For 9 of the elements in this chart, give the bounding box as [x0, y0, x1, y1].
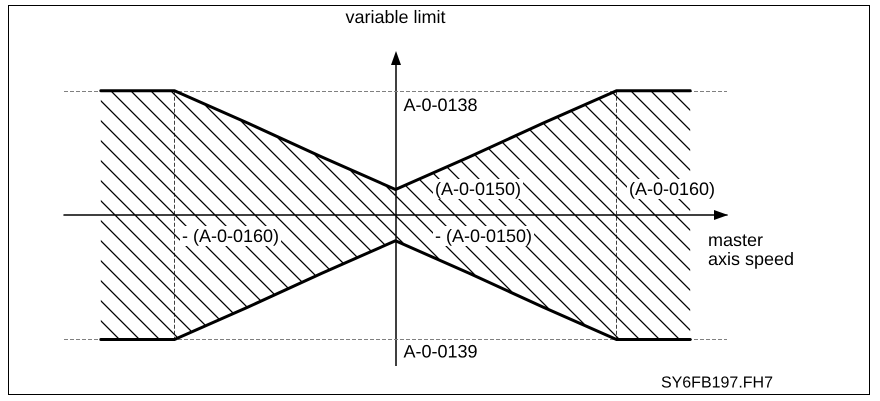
ref-line-label: A-0-0138 [404, 94, 478, 115]
annotation: - (A-0-0160) [182, 226, 280, 246]
annotation: (A-0-0150) [435, 179, 522, 199]
annotation: (A-0-0160) [629, 179, 716, 199]
text: SY6FB197.FH7 [660, 374, 774, 392]
y-axis-title: variable limit [345, 7, 446, 27]
x-axis-title: master axis speed [708, 230, 794, 269]
annotation: - (A-0-0150) [435, 226, 532, 246]
ref-line-label: A-0-0139 [404, 342, 478, 362]
